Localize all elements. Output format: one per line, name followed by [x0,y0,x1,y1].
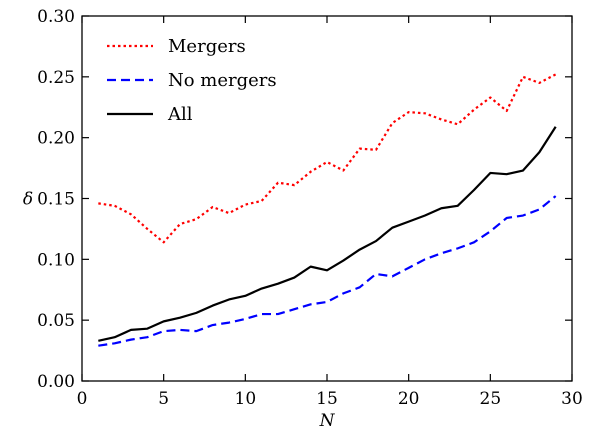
series-line-all [98,126,557,342]
series-line-mergers [98,73,557,244]
y-tick-label: 0.00 [37,372,75,392]
ticks-layer: 0 5 10 15 20 25 30 0.00 0.05 0.10 0.15 0.20 0.25 0.30 [37,7,583,409]
y-tick-label: 0.05 [37,311,75,331]
x-tick-label: 10 [235,389,257,409]
plot-frame [81,15,573,382]
x-tick-label: 30 [561,389,583,409]
legend-label-no-mergers: No mergers [168,70,277,91]
x-axis-title: N [319,411,336,431]
x-tick-label: 5 [158,389,169,409]
y-tick-label: 0.15 [37,190,75,210]
x-tick-label: 15 [316,389,338,409]
legend-label-all: All [167,104,193,125]
legend-label-mergers: Mergers [168,36,246,57]
x-tick-label: 25 [480,389,502,409]
x-tick-label: 20 [398,389,420,409]
x-tick-label: 0 [77,389,88,409]
legend: Mergers No mergers All [107,36,277,125]
series-line-no-mergers [98,195,557,347]
y-tick-label: 0.20 [37,129,75,149]
y-tick-label: 0.25 [37,68,75,88]
y-tick-label: 0.30 [37,7,75,27]
y-tick-label: 0.10 [37,250,75,270]
y-axis-title: δ [23,190,33,210]
series-layer [98,73,557,347]
